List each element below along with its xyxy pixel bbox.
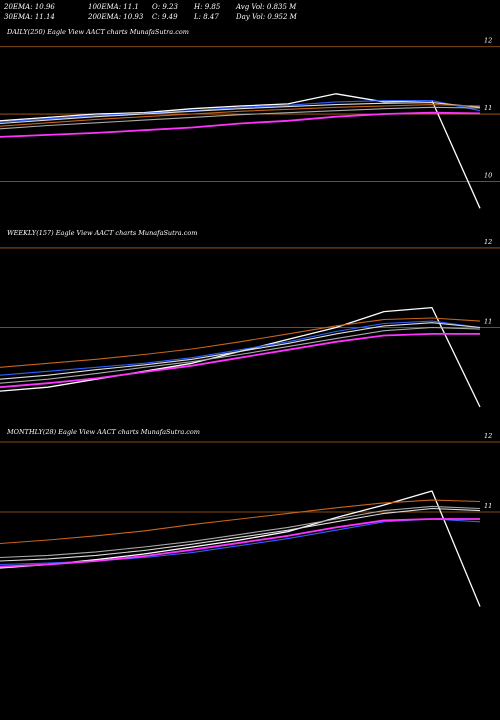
panel-0-line-ema30 — [0, 102, 481, 125]
ema30-value: 30EMA: 11.14 — [4, 13, 55, 21]
ema20-value: 20EMA: 10.96 — [4, 3, 55, 11]
panel-1-line-ema30 — [0, 322, 481, 380]
avg-volume-value: Avg Vol: 0.835 M — [236, 3, 297, 11]
panel-2-line-ema200 — [0, 518, 480, 568]
panel-0-line-price — [0, 93, 481, 209]
panel-1-title: WEEKLY(157) Eagle View AACT charts Munaf… — [7, 229, 197, 237]
panel-0-ytick-1: 11 — [484, 104, 492, 112]
panel-0-line-ema20 — [0, 100, 481, 123]
day-volume-value: Day Vol: 0.952 M — [236, 13, 297, 21]
panel-1-line-ema100 — [0, 326, 481, 384]
panel-0-line-ema200 — [0, 111, 481, 138]
low-value: L: 8.47 — [194, 13, 219, 21]
panel-2-ytick-1: 11 — [484, 502, 492, 510]
panel-0-ytick-2: 10 — [484, 171, 492, 179]
panel-1-line-ema20 — [0, 320, 481, 376]
panel-2-title: MONTHLY(28) Eagle View AACT charts Munaf… — [6, 428, 200, 436]
panel-1-ytick-1: 11 — [484, 318, 492, 326]
panel-2-ytick-0: 12 — [484, 432, 492, 440]
panel-1-line-ema50 — [0, 317, 481, 368]
panel-0-ytick-0: 12 — [484, 37, 492, 45]
panel-2-line-ema50 — [0, 499, 481, 545]
panel-2-line-ema100 — [0, 505, 481, 559]
panel-0-line-ema50 — [0, 104, 481, 127]
open-value: O: 9.23 — [152, 3, 178, 11]
panel-0-title: DAILY(250) Eagle View AACT charts Munafa… — [6, 28, 189, 36]
ema100-value: 100EMA: 11.1 — [88, 3, 139, 11]
panel-1-ytick-0: 12 — [484, 238, 492, 246]
panel-0-line-ema100 — [0, 106, 481, 130]
ema200-value: 200EMA: 10.93 — [88, 13, 144, 21]
panel-2-line-ema30 — [0, 507, 481, 562]
close-value: C: 9.49 — [152, 13, 178, 21]
panel-1-line-ema200 — [0, 332, 480, 389]
high-value: H: 9.85 — [194, 3, 221, 11]
